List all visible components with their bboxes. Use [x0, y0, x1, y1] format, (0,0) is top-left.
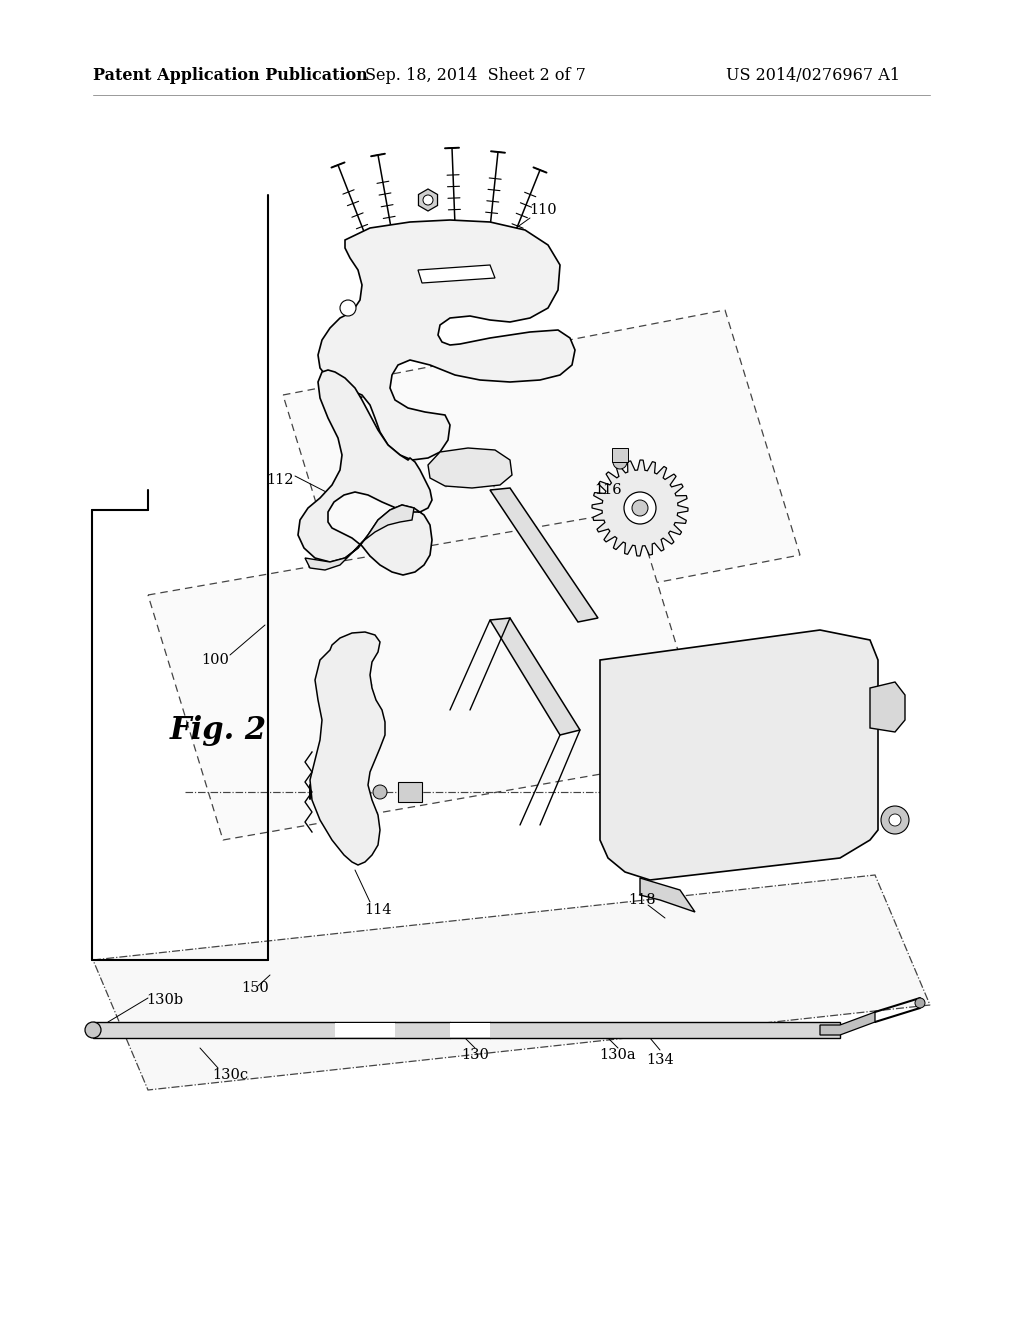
Polygon shape: [640, 878, 695, 912]
Circle shape: [632, 500, 648, 516]
Polygon shape: [305, 506, 414, 570]
Polygon shape: [148, 510, 710, 840]
Polygon shape: [93, 875, 930, 1090]
Text: 130b: 130b: [146, 993, 183, 1007]
Polygon shape: [93, 1022, 840, 1038]
Polygon shape: [820, 1012, 874, 1035]
Text: 110: 110: [529, 203, 557, 216]
Text: 100: 100: [201, 653, 229, 667]
Polygon shape: [428, 447, 512, 488]
Polygon shape: [592, 459, 688, 556]
Polygon shape: [398, 781, 422, 803]
Text: US 2014/0276967 A1: US 2014/0276967 A1: [726, 66, 900, 83]
Text: 134: 134: [646, 1053, 674, 1067]
Polygon shape: [298, 370, 432, 576]
Circle shape: [889, 814, 901, 826]
Text: 118: 118: [628, 894, 655, 907]
Polygon shape: [450, 1023, 490, 1038]
Polygon shape: [283, 310, 800, 640]
Polygon shape: [600, 630, 878, 880]
Polygon shape: [335, 1023, 395, 1038]
Text: Patent Application Publication: Patent Application Publication: [93, 66, 368, 83]
Circle shape: [624, 492, 656, 524]
Circle shape: [373, 785, 387, 799]
Circle shape: [85, 1022, 101, 1038]
Text: 112: 112: [266, 473, 294, 487]
Text: 130: 130: [461, 1048, 488, 1063]
Polygon shape: [490, 618, 580, 735]
Text: 114: 114: [365, 903, 392, 917]
Polygon shape: [870, 682, 905, 733]
Polygon shape: [490, 488, 598, 622]
Text: 130c: 130c: [212, 1068, 248, 1082]
Text: 150: 150: [241, 981, 269, 995]
Circle shape: [423, 195, 433, 205]
Polygon shape: [612, 447, 628, 462]
Circle shape: [340, 300, 356, 315]
Text: Fig. 2: Fig. 2: [169, 714, 266, 746]
Text: 116: 116: [594, 483, 622, 498]
Polygon shape: [418, 265, 495, 282]
Circle shape: [915, 998, 925, 1008]
Text: Sep. 18, 2014  Sheet 2 of 7: Sep. 18, 2014 Sheet 2 of 7: [365, 66, 586, 83]
Circle shape: [613, 455, 627, 469]
Polygon shape: [318, 220, 575, 459]
Circle shape: [881, 807, 909, 834]
Polygon shape: [419, 189, 437, 211]
Polygon shape: [310, 632, 385, 865]
Text: 130a: 130a: [600, 1048, 636, 1063]
